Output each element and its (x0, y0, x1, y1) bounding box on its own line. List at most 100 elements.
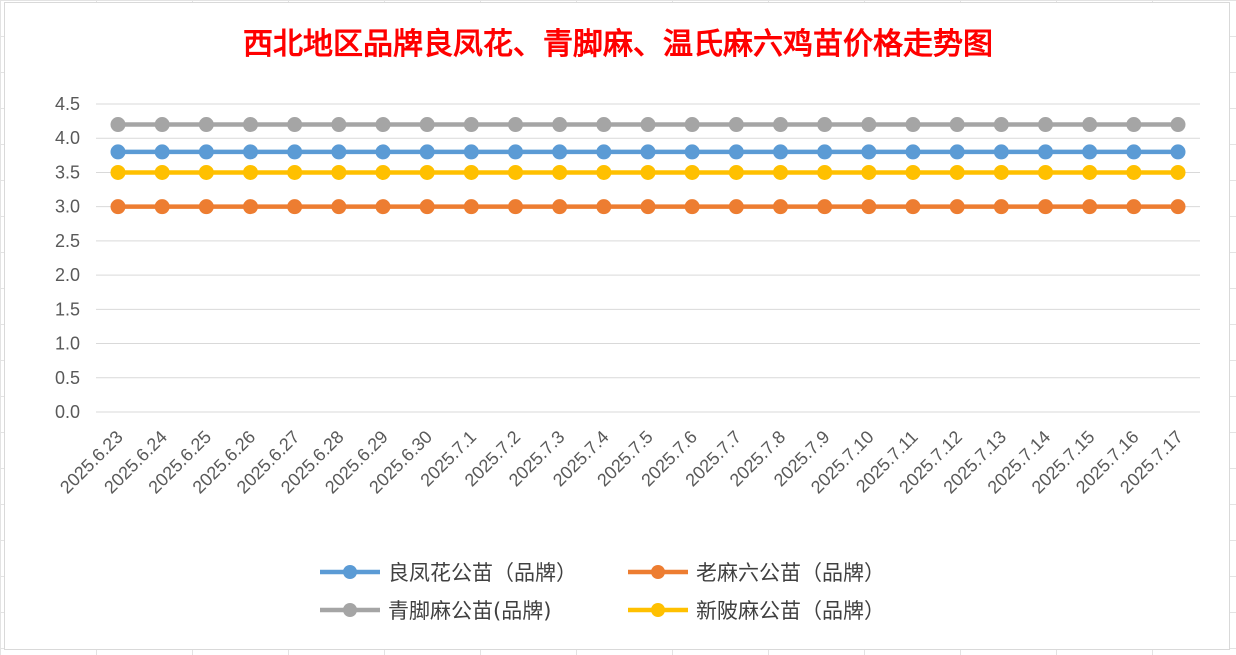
data-point (198, 144, 214, 160)
data-point (993, 164, 1009, 180)
data-point (817, 117, 833, 133)
data-point (198, 164, 214, 180)
legend-item[interactable]: 老麻六公苗（品牌） (628, 561, 885, 585)
data-point (110, 144, 126, 160)
data-point (463, 117, 479, 133)
legend-label: 青脚麻公苗(品牌) (388, 599, 551, 623)
data-point (375, 164, 391, 180)
data-point (375, 199, 391, 215)
data-point (773, 199, 788, 215)
data-point (1170, 144, 1186, 160)
y-tick-label: 0.0 (55, 402, 80, 422)
data-point (773, 117, 788, 133)
data-point (1126, 144, 1142, 160)
legend-label: 良凤花公苗（品牌） (388, 561, 577, 585)
data-point (905, 199, 921, 215)
data-point (243, 199, 258, 215)
data-point (463, 144, 479, 160)
data-point (1038, 117, 1053, 133)
data-point (243, 144, 258, 160)
data-point (905, 144, 921, 160)
x-axis-ticks: 2025.6.232025.6.242025.6.252025.6.262025… (56, 427, 1187, 498)
chart-area[interactable] (4, 2, 1230, 650)
data-point (154, 144, 170, 160)
data-point (949, 144, 965, 160)
series-4 (110, 164, 1186, 180)
series-3 (110, 117, 1186, 133)
data-point (684, 164, 700, 180)
y-tick-label: 1.0 (55, 334, 80, 354)
legend-item[interactable]: 新陂麻公苗（品牌） (628, 599, 885, 623)
data-point (154, 199, 170, 215)
data-point (287, 164, 303, 180)
data-point (110, 117, 126, 133)
y-axis-ticks: 0.0 0.5 1.0 1.5 2.0 2.5 3.0 3.5 4.0 4.5 (55, 94, 80, 422)
series-layer (110, 117, 1186, 215)
y-tick-label: 3.5 (55, 162, 80, 182)
data-point (861, 164, 877, 180)
data-point (331, 117, 347, 133)
series-2 (110, 199, 1186, 215)
data-point (905, 117, 921, 133)
data-point (817, 199, 833, 215)
data-point (1038, 144, 1053, 160)
data-point (110, 164, 126, 180)
data-point (1038, 164, 1053, 180)
data-point (552, 199, 568, 215)
data-point (1082, 199, 1098, 215)
data-point (1082, 144, 1098, 160)
data-point (728, 144, 744, 160)
legend-marker (343, 565, 357, 579)
legend-item[interactable]: 青脚麻公苗(品牌) (320, 599, 551, 623)
data-point (1170, 164, 1186, 180)
data-point (1038, 199, 1053, 215)
y-tick-label: 0.5 (55, 368, 80, 388)
legend-marker (651, 565, 665, 579)
data-point (1126, 199, 1142, 215)
data-point (728, 117, 744, 133)
data-point (419, 144, 435, 160)
data-point (419, 199, 435, 215)
data-point (110, 199, 126, 215)
data-point (596, 117, 612, 133)
series-1 (110, 144, 1186, 160)
data-point (331, 199, 347, 215)
data-point (243, 164, 258, 180)
data-point (375, 144, 391, 160)
data-point (1126, 117, 1142, 133)
data-point (1082, 117, 1098, 133)
data-point (287, 117, 303, 133)
data-point (154, 117, 170, 133)
data-point (375, 117, 391, 133)
legend-marker (343, 603, 357, 617)
data-point (949, 117, 965, 133)
data-point (552, 117, 568, 133)
data-point (287, 144, 303, 160)
data-point (596, 164, 612, 180)
legend-label: 新陂麻公苗（品牌） (696, 599, 885, 623)
data-point (331, 164, 347, 180)
data-point (949, 199, 965, 215)
data-point (508, 144, 523, 160)
y-tick-label: 4.5 (55, 94, 80, 114)
y-tick-label: 1.5 (55, 299, 80, 319)
data-point (684, 117, 700, 133)
data-point (552, 164, 568, 180)
data-point (773, 144, 788, 160)
data-point (817, 164, 833, 180)
data-point (1170, 117, 1186, 133)
legend-item[interactable]: 良凤花公苗（品牌） (320, 561, 577, 585)
legend-marker (651, 603, 665, 617)
data-point (1170, 199, 1186, 215)
data-point (728, 199, 744, 215)
data-point (463, 164, 479, 180)
data-point (773, 164, 788, 180)
data-point (640, 117, 656, 133)
y-tick-label: 3.0 (55, 197, 80, 217)
y-tick-label: 2.0 (55, 265, 80, 285)
data-point (508, 117, 523, 133)
data-point (861, 144, 877, 160)
data-point (243, 117, 258, 133)
data-point (905, 164, 921, 180)
